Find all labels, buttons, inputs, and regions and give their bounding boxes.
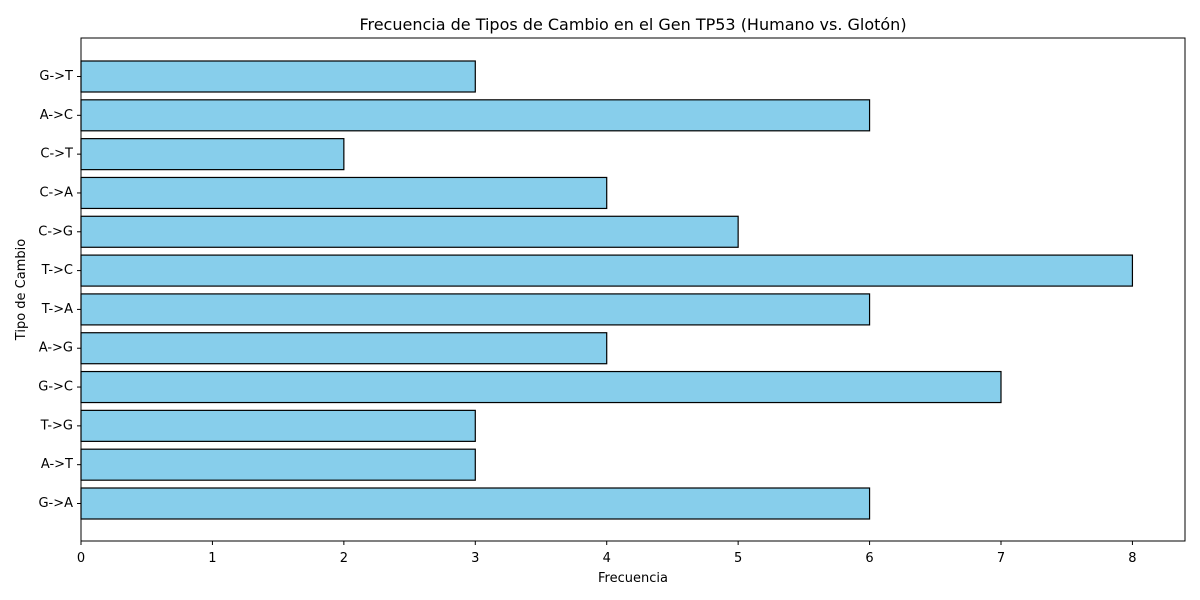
bar: [80, 60, 476, 93]
x-axis-ticks: 0 1 2 3 4 5 6 7 8: [77, 541, 1137, 566]
y-tick-label: A->T: [41, 457, 73, 472]
y-axis-label: Tipo de Cambio: [14, 239, 29, 341]
bars: [80, 60, 1134, 520]
bar: [80, 293, 871, 326]
y-tick-label: A->C: [40, 108, 73, 123]
plot-area: 0 1 2 3 4 5 6 7 8 G->A A->T T->G G->C A->G T->A T->C C-…: [38, 37, 1186, 566]
bar: [80, 254, 1134, 287]
y-tick-label: T->A: [41, 302, 73, 317]
y-tick-label: T->G: [40, 418, 73, 433]
x-tick-label: 4: [603, 551, 611, 566]
x-axis-label: Frecuencia: [598, 571, 668, 586]
x-tick-label: 6: [865, 551, 873, 566]
bar: [80, 99, 871, 132]
x-tick-label: 3: [471, 551, 479, 566]
bar: [80, 448, 476, 481]
x-tick-label: 1: [208, 551, 216, 566]
bar: [80, 409, 476, 442]
y-tick-label: G->A: [38, 496, 73, 511]
y-axis-ticks: G->A A->T T->G G->C A->G T->A T->C C->G C->A C->T…: [38, 69, 81, 511]
x-tick-label: 8: [1128, 551, 1136, 566]
bar: [80, 138, 345, 171]
bar: [80, 487, 871, 520]
bar: [80, 370, 1002, 404]
y-tick-label: A->G: [39, 341, 73, 356]
bar: [80, 176, 608, 210]
bar: [80, 332, 608, 365]
y-tick-label: T->C: [41, 263, 73, 278]
x-tick-label: 0: [77, 551, 85, 566]
y-tick-label: C->G: [38, 224, 73, 239]
x-tick-label: 5: [734, 551, 742, 566]
y-tick-label: G->C: [38, 380, 73, 395]
x-tick-label: 7: [997, 551, 1005, 566]
y-tick-label: C->T: [40, 147, 73, 162]
chart-title: Frecuencia de Tipos de Cambio en el Gen …: [359, 15, 906, 34]
y-tick-label: C->A: [39, 185, 73, 200]
bar: [80, 215, 739, 248]
x-tick-label: 2: [340, 551, 348, 566]
y-tick-label: G->T: [39, 69, 73, 84]
